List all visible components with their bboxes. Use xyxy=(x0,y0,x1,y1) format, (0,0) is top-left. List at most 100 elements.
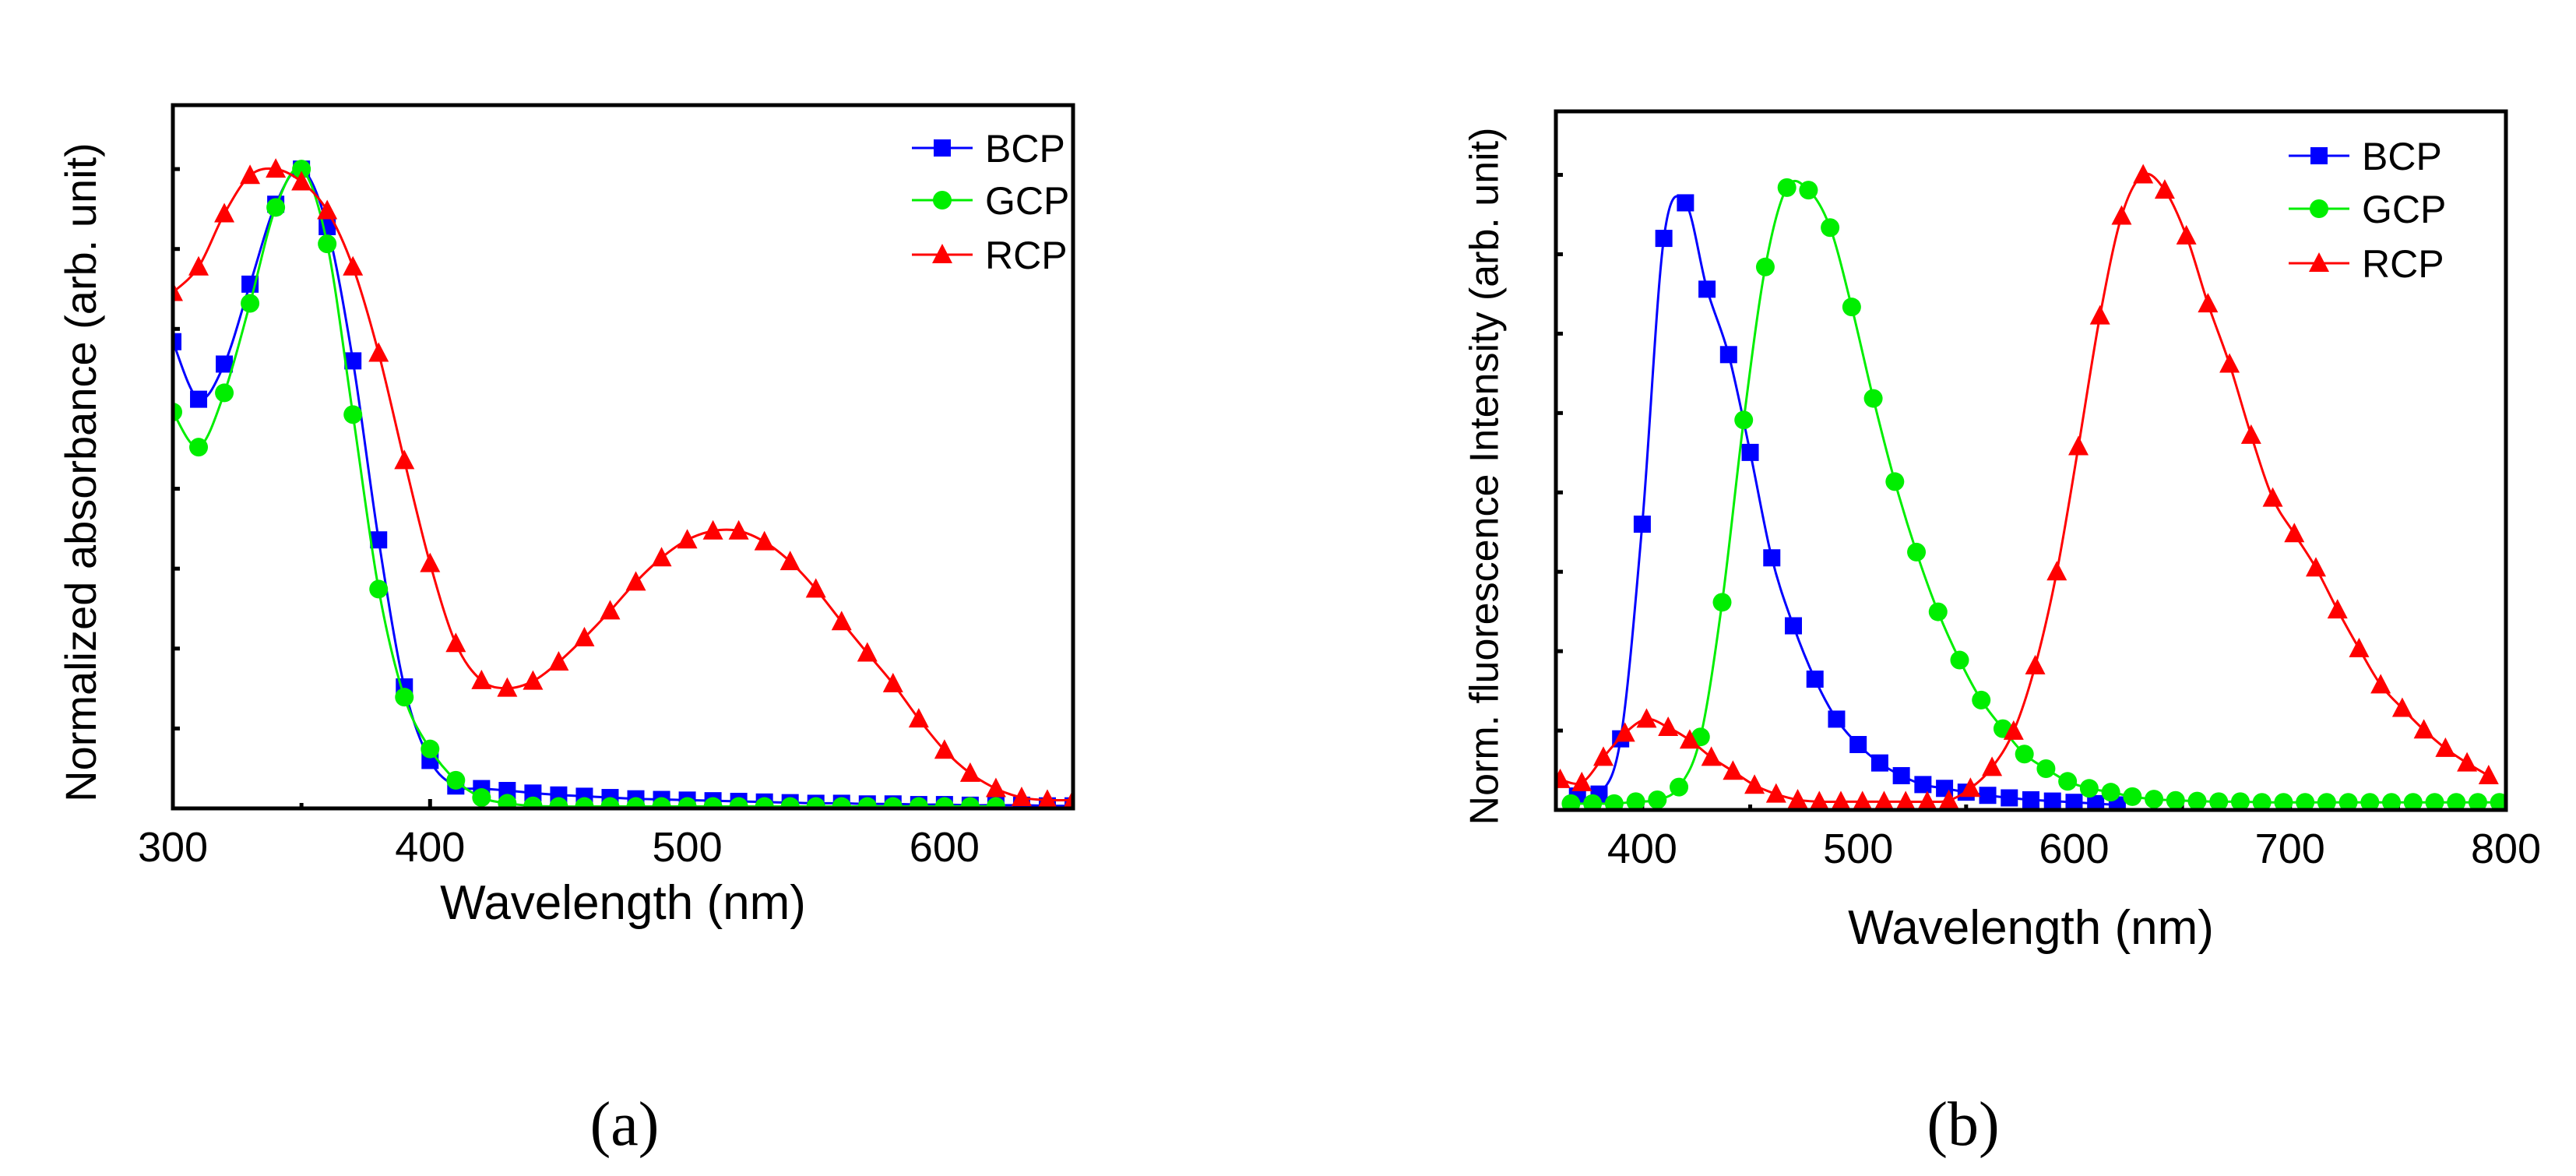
data-point-rcp xyxy=(1658,716,1679,736)
data-point-rcp xyxy=(1701,746,1722,766)
data-point-gcp xyxy=(832,797,851,808)
series-line-gcp xyxy=(1571,179,2500,805)
data-point-gcp xyxy=(1842,298,1861,317)
data-point-bcp xyxy=(1849,736,1867,754)
chart-panel-a: 300 400 500 600 BCP GCP RCP Wavelength (nm) Norm… xyxy=(56,103,1075,1159)
data-point-bcp xyxy=(1719,346,1737,364)
legend-marker-gcp xyxy=(2310,199,2328,218)
legend-marker-bcp xyxy=(934,139,951,157)
legend-label-rcp: RCP xyxy=(985,234,1068,277)
data-point-gcp xyxy=(2166,790,2185,810)
panel-label: (b) xyxy=(1927,1090,1999,1159)
data-point-rcp xyxy=(317,199,338,220)
data-point-rcp xyxy=(445,632,466,653)
data-point-gcp xyxy=(1583,794,1603,810)
data-point-gcp xyxy=(2123,787,2142,806)
data-point-rcp xyxy=(2154,179,2175,199)
data-point-bcp xyxy=(1892,766,1910,784)
data-point-gcp xyxy=(806,797,825,808)
x-axis-title: Wavelength (nm) xyxy=(1848,901,2214,955)
data-point-gcp xyxy=(2360,793,2380,810)
data-point-gcp xyxy=(215,383,234,403)
series-line-rcp xyxy=(173,167,1073,802)
data-point-gcp xyxy=(2296,793,2315,810)
data-point-bcp xyxy=(1633,516,1651,533)
data-point-rcp xyxy=(728,519,749,540)
x-tick-label: 500 xyxy=(653,824,723,871)
data-point-gcp xyxy=(1712,593,1732,612)
legend-marker-rcp xyxy=(2309,252,2329,272)
data-point-gcp xyxy=(446,770,466,790)
series-rcp xyxy=(1556,164,2499,810)
data-point-rcp xyxy=(2003,720,2024,740)
data-point-bcp xyxy=(190,390,208,408)
data-point-rcp xyxy=(1636,708,1657,728)
data-point-rcp xyxy=(677,529,698,549)
series-bcp xyxy=(1568,194,2126,810)
data-point-gcp xyxy=(549,797,568,808)
data-point-rcp xyxy=(651,547,672,567)
data-point-rcp xyxy=(1917,790,1937,810)
x-tick-label: 500 xyxy=(1823,826,1893,872)
data-point-rcp xyxy=(959,762,980,782)
x-axis-title: Wavelength (nm) xyxy=(440,876,806,930)
data-point-gcp xyxy=(189,438,209,457)
data-point-gcp xyxy=(1928,602,1948,621)
data-point-gcp xyxy=(755,797,774,808)
data-point-rcp xyxy=(188,255,209,276)
legend-label-gcp: GCP xyxy=(985,179,1069,223)
data-point-gcp xyxy=(883,797,903,808)
x-tick-label: 800 xyxy=(2471,826,2541,872)
legend-marker-gcp xyxy=(933,191,952,209)
data-point-bcp xyxy=(1979,787,1997,805)
x-tick-label: 600 xyxy=(2039,826,2109,872)
data-point-bcp xyxy=(1741,443,1759,461)
data-point-bcp xyxy=(1828,710,1846,728)
data-point-gcp xyxy=(2101,783,2120,802)
data-point-rcp xyxy=(2025,654,2046,674)
data-point-bcp xyxy=(2065,794,2083,810)
data-point-rcp xyxy=(1063,789,1073,808)
data-point-bcp xyxy=(1655,230,1673,248)
data-point-rcp xyxy=(600,600,621,620)
data-point-rcp xyxy=(1556,768,1571,788)
data-point-gcp xyxy=(472,788,491,808)
data-point-gcp xyxy=(2382,793,2402,810)
data-point-rcp xyxy=(702,519,723,540)
data-point-rcp xyxy=(523,670,544,690)
data-point-gcp xyxy=(343,405,363,424)
data-point-rcp xyxy=(266,158,287,178)
data-point-rcp xyxy=(1037,789,1057,808)
data-point-gcp xyxy=(652,797,671,808)
data-point-gcp xyxy=(626,797,646,808)
data-point-rcp xyxy=(1831,790,1851,810)
data-point-gcp xyxy=(2338,793,2358,810)
data-point-rcp xyxy=(1765,783,1786,803)
legend-label-bcp: BCP xyxy=(985,127,1065,171)
plot-frame xyxy=(171,103,1075,811)
data-point-gcp xyxy=(2187,791,2207,810)
data-point-gcp xyxy=(1972,690,1991,709)
data-point-gcp xyxy=(780,797,800,808)
data-point-gcp xyxy=(523,796,543,808)
data-point-bcp xyxy=(2022,790,2039,808)
data-point-bcp xyxy=(1677,194,1694,212)
data-point-rcp xyxy=(2435,737,2456,757)
data-point-rcp xyxy=(2198,293,2219,313)
data-point-gcp xyxy=(241,294,260,313)
data-point-rcp xyxy=(2219,353,2240,373)
data-point-bcp xyxy=(344,352,362,370)
data-point-rcp xyxy=(882,672,903,692)
series-rcp xyxy=(173,158,1073,808)
data-point-rcp xyxy=(1809,790,1830,810)
data-point-bcp xyxy=(1806,671,1824,688)
data-point-rcp xyxy=(908,708,929,728)
data-point-gcp xyxy=(1755,257,1775,276)
data-point-rcp xyxy=(2457,752,2478,772)
data-point-bcp xyxy=(2087,794,2105,810)
data-point-gcp xyxy=(2079,779,2099,798)
data-point-gcp xyxy=(857,797,877,808)
data-point-rcp xyxy=(2068,435,2089,456)
data-point-rcp xyxy=(1895,790,1916,810)
